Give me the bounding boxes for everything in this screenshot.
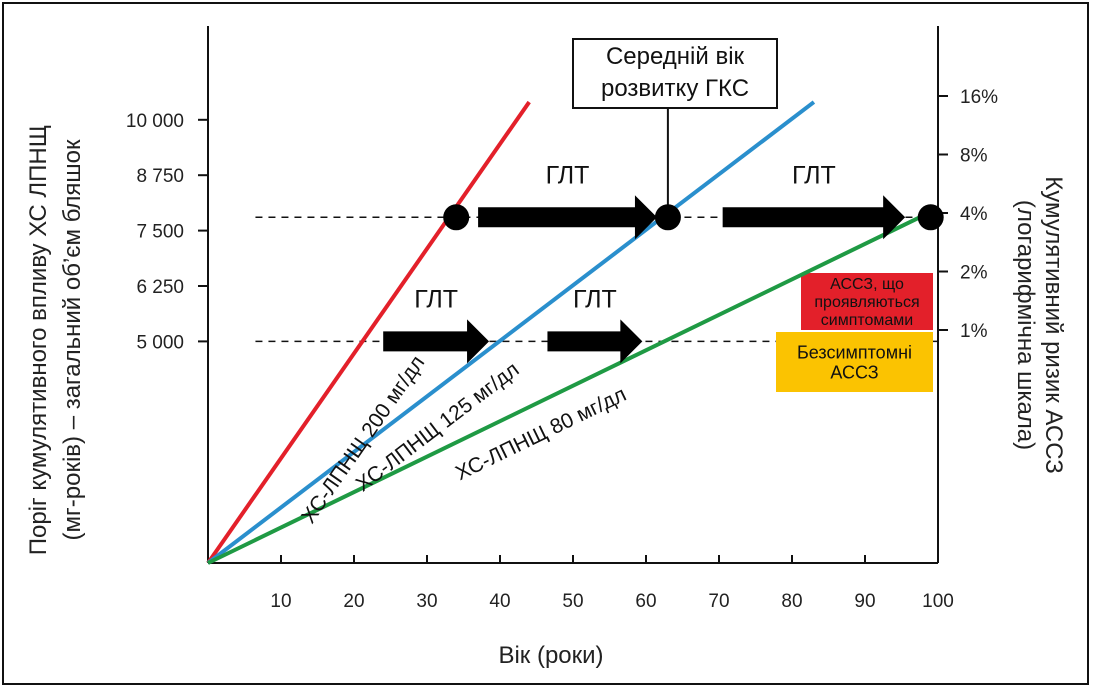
y-right-title-line2: (логарифмічна шкала) (1012, 200, 1039, 450)
series-line (207, 215, 921, 565)
y-left-tick-label: 8 750 (136, 166, 184, 187)
event-point (654, 204, 681, 231)
risk-box-label: АССЗ (830, 362, 878, 382)
arrow-label: ГЛТ (573, 285, 617, 313)
x-tick-label: 100 (922, 591, 954, 612)
y-right-tick-label: 16% (960, 87, 998, 108)
event-point (443, 204, 470, 231)
callout-line1: Середній вік (606, 43, 745, 70)
x-tick-label: 50 (562, 591, 583, 612)
series-line (206, 100, 531, 565)
symptomatic-risk-box (801, 273, 933, 330)
arrow-label: ГЛТ (792, 161, 836, 189)
treatment-arrow (478, 195, 657, 240)
y-left-tick-label: 5 000 (136, 332, 184, 353)
x-tick-label: 60 (635, 591, 656, 612)
x-axis-title: Вік (роки) (498, 642, 603, 669)
callout-line2: розвитку ГКС (601, 75, 749, 102)
risk-box-label: АССЗ, що (830, 276, 904, 293)
y-right-tick-label: 2% (960, 263, 988, 284)
arrow-label: ГЛТ (546, 161, 590, 189)
x-tick-label: 90 (854, 591, 875, 612)
x-tick-label: 40 (489, 591, 510, 612)
y-left-title-line1: Поріг кумулятивного впливу ХС ЛПНЩ (25, 125, 52, 556)
y-left-tick-label: 10 000 (126, 111, 184, 132)
y-right-tick-label: 1% (960, 321, 988, 342)
y-left-tick-label: 7 500 (136, 222, 184, 243)
y-right-tick-label: 4% (960, 204, 988, 225)
risk-box-label: Безсимптомні (797, 342, 912, 362)
treatment-arrow (383, 319, 490, 364)
x-tick-label: 70 (708, 591, 729, 612)
treatment-arrow (722, 195, 906, 240)
treatment-arrow (547, 319, 643, 364)
arrow-label: ГЛТ (414, 285, 458, 313)
y-right-tick-label: 8% (960, 146, 988, 167)
series-line (206, 100, 816, 565)
x-tick-label: 30 (416, 591, 437, 612)
x-tick-label: 10 (270, 591, 291, 612)
y-right-title-line1: Кумулятивний ризик АССЗ (1040, 176, 1067, 474)
event-point (917, 204, 944, 231)
y-left-tick-label: 6 250 (136, 277, 184, 298)
risk-box-label: симптомами (821, 312, 913, 329)
risk-box-label: проявляються (814, 294, 919, 311)
y-left-title-line2: (мг-років) – загальний об’єм бляшок (59, 139, 86, 540)
x-tick-label: 20 (343, 591, 364, 612)
callout-box (572, 38, 778, 109)
asymptomatic-risk-box (776, 332, 933, 392)
x-tick-label: 80 (781, 591, 802, 612)
